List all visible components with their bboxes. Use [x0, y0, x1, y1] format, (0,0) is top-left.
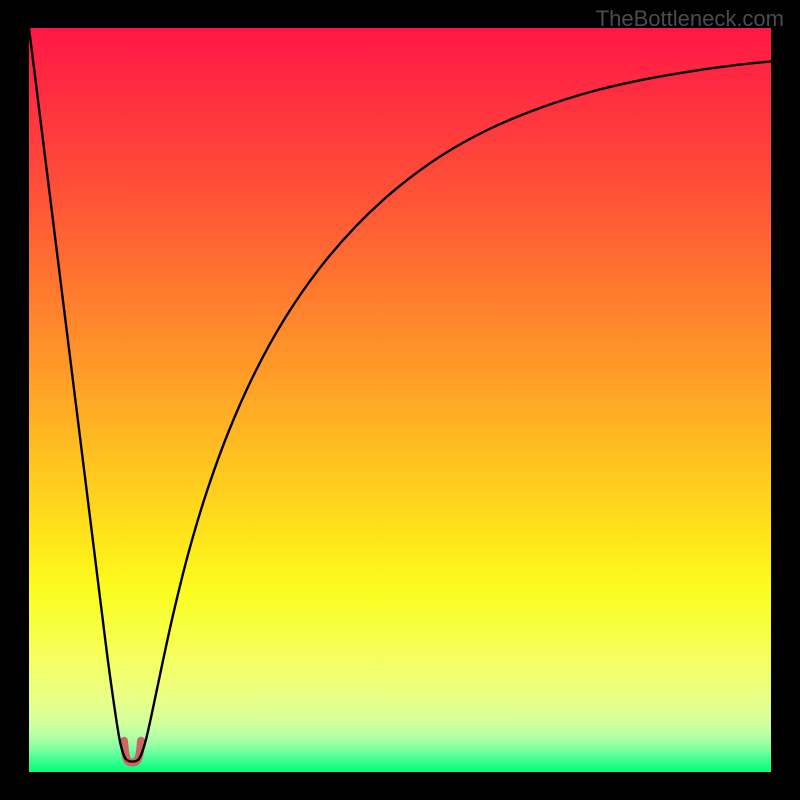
watermark-text: TheBottleneck.com — [596, 6, 784, 32]
chart-svg — [29, 28, 771, 772]
plot-area — [29, 28, 771, 772]
plot-background — [29, 28, 771, 772]
chart-container: TheBottleneck.com — [0, 0, 800, 800]
